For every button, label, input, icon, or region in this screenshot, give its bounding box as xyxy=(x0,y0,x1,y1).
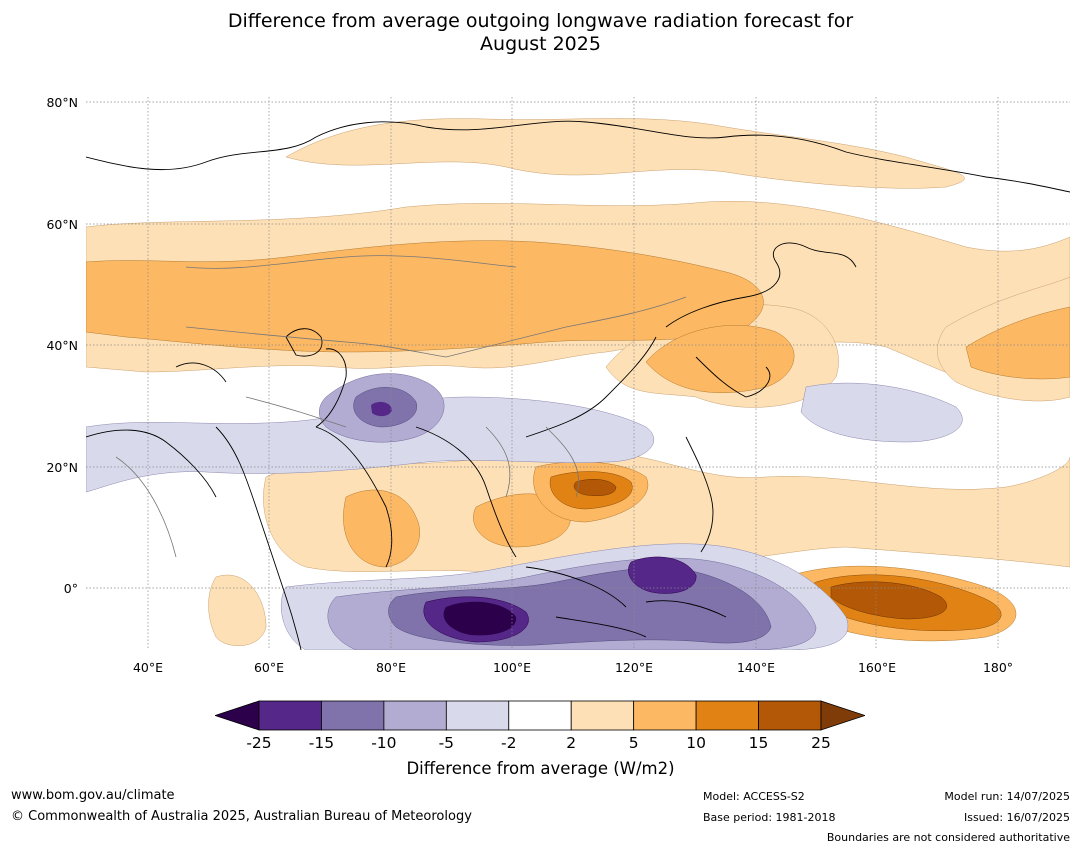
lat-tick-0: 0° xyxy=(63,581,78,596)
colorbar-level-label: 5 xyxy=(628,734,639,752)
lat-tick-60n: 60°N xyxy=(46,217,78,232)
lon-tick-160e: 160°E xyxy=(857,660,896,675)
colorbar-box xyxy=(321,700,385,731)
anomaly-tibet-darkpurple xyxy=(371,401,392,417)
colorbar-level-label: -25 xyxy=(246,734,272,752)
anomaly-africa-light xyxy=(208,574,267,647)
colorbar-box xyxy=(570,700,635,731)
anomaly-pacific-orange xyxy=(965,306,1070,380)
lon-tick-40e: 40°E xyxy=(132,660,164,675)
lat-tick-40n: 40°N xyxy=(46,338,78,353)
colorbar-box xyxy=(508,700,572,731)
colorbar-box xyxy=(758,700,822,731)
title-line-1: Difference from average outgoing longwav… xyxy=(227,10,854,32)
colorbar-box xyxy=(445,700,510,731)
lon-tick-120e: 120°E xyxy=(614,660,653,675)
lon-tick-80e: 80°E xyxy=(375,660,407,675)
colorbar-level-label: 2 xyxy=(566,734,577,752)
lat-tick-20n: 20°N xyxy=(46,460,78,475)
colorbar-title: Difference from average (W/m2) xyxy=(406,759,675,778)
colorbar-level-label: 15 xyxy=(748,734,769,752)
colorbar-level-label: 10 xyxy=(686,734,706,752)
anomaly-scs-brown xyxy=(573,479,617,496)
anomaly-wpac-lightpurple xyxy=(800,382,963,443)
anomaly-japan-orange xyxy=(645,325,795,393)
country-boundaries xyxy=(115,255,687,558)
footer-model-run: Model run: 14/07/2025 xyxy=(944,790,1070,803)
colorbar-box xyxy=(258,700,322,731)
colorbar-box xyxy=(633,700,697,731)
anomaly-india-orange xyxy=(343,489,420,568)
anomaly-png-darkpurple xyxy=(628,556,697,594)
colorbar-level-label: -10 xyxy=(371,734,397,752)
footer-url[interactable]: www.bom.gov.au/climate xyxy=(11,788,175,803)
colorbar-level-label: 25 xyxy=(811,734,831,752)
colorbar-extend-low xyxy=(213,700,260,731)
colorbar-level-label: -2 xyxy=(501,734,517,752)
colorbar-svg xyxy=(213,700,867,731)
lon-tick-60e: 60°E xyxy=(253,660,285,675)
map-title: Difference from average outgoing longwav… xyxy=(0,10,1081,56)
anomaly-indo-deepest xyxy=(443,601,517,636)
colorbar xyxy=(213,700,867,736)
colorbar-box xyxy=(695,700,759,731)
anomaly-eurasia-orange xyxy=(86,240,764,353)
title-line-2: August 2025 xyxy=(480,33,601,55)
colorbar-level-label: -5 xyxy=(438,734,455,752)
anomaly-arctic-light xyxy=(285,118,965,189)
map-svg xyxy=(86,97,1070,650)
lat-tick-80n: 80°N xyxy=(46,95,78,110)
colorbar-extend-high xyxy=(820,700,867,731)
footer-base-period: Base period: 1981-2018 xyxy=(703,811,836,824)
footer-copyright: © Commonwealth of Australia 2025, Austra… xyxy=(11,809,472,824)
map-gridlines xyxy=(86,97,1070,650)
lon-tick-180: 180° xyxy=(982,660,1014,675)
coastlines xyxy=(86,120,1070,650)
lon-tick-100e: 100°E xyxy=(492,660,531,675)
footer-issued: Issued: 16/07/2025 xyxy=(963,811,1070,824)
colorbar-level-label: -15 xyxy=(308,734,335,752)
lon-tick-140e: 140°E xyxy=(736,660,775,675)
footer-disclaimer: Boundaries are not considered authoritat… xyxy=(826,831,1070,844)
footer-model: Model: ACCESS-S2 xyxy=(703,790,805,803)
colorbar-box xyxy=(383,700,447,731)
anomaly-eqpacific-brown xyxy=(830,581,947,620)
anomaly-arabia-lightpurple xyxy=(86,396,654,493)
forecast-map xyxy=(86,97,1070,650)
